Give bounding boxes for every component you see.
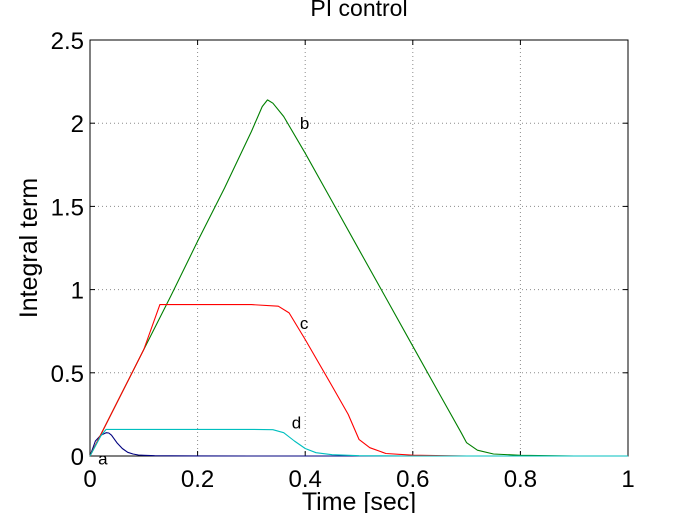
x-tick-label: 0.8	[504, 466, 537, 493]
grid	[90, 40, 628, 456]
y-tick-label: 2.5	[51, 28, 84, 55]
series-line-c	[89, 304, 628, 457]
y-tick-label: 1.5	[51, 194, 84, 221]
y-axis-label: Integral term	[15, 178, 43, 318]
series-line-b	[89, 99, 628, 457]
x-axis-label: Time [sec]	[302, 488, 416, 513]
series-group	[89, 99, 628, 457]
series-label-a: a	[98, 449, 108, 468]
x-tick-label: 0.2	[181, 466, 214, 493]
series-line-a	[89, 432, 628, 457]
series-line-d	[89, 428, 628, 457]
series-label-c: c	[300, 314, 309, 333]
y-tick-label: 0	[71, 444, 84, 471]
chart-title: PI control	[310, 0, 407, 21]
x-tick-label: 0.6	[396, 466, 429, 493]
series-label-d: d	[292, 414, 301, 433]
axis-ticks: 0 0.2 0.4 0.6 0.8 1 0 0.5 1 1.5 2 2.5	[51, 28, 635, 493]
x-tick-label: 0.4	[289, 466, 322, 493]
series-label-b: b	[300, 114, 309, 133]
annotations: a b c d	[98, 114, 309, 468]
plot-frame	[89, 39, 629, 457]
y-tick-label: 0.5	[51, 361, 84, 388]
x-tick-label: 1	[621, 466, 634, 493]
x-tick-label: 0	[83, 466, 96, 493]
y-tick-label: 1	[71, 278, 84, 305]
y-tick-label: 2	[71, 111, 84, 138]
